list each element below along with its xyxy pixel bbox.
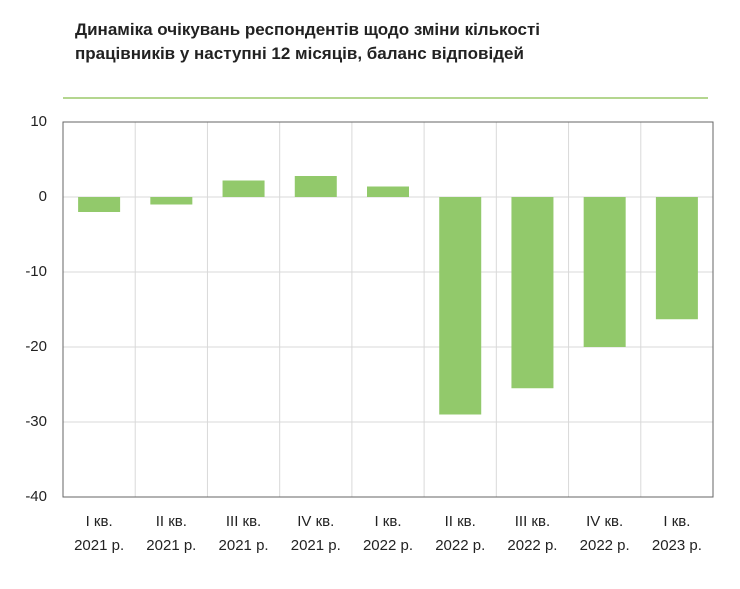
x-tick-label: III кв. — [226, 513, 261, 530]
x-tick-label: 2021 р. — [146, 537, 196, 554]
y-tick-label: 0 — [39, 188, 47, 205]
bar — [439, 197, 482, 415]
x-tick-label: I кв. — [86, 513, 113, 530]
x-tick-label: IV кв. — [297, 513, 334, 530]
y-tick-label: -30 — [25, 413, 47, 430]
x-tick-label: 2021 р. — [219, 537, 269, 554]
x-tick-label: II кв. — [445, 513, 476, 530]
bar — [511, 197, 554, 389]
bar — [583, 197, 626, 347]
x-tick-label: 2021 р. — [74, 537, 124, 554]
chart-title: Динаміка очікувань респондентів щодо змі… — [75, 20, 541, 63]
x-tick-label: 2022 р. — [435, 537, 485, 554]
bar — [655, 197, 698, 320]
x-tick-label: IV кв. — [586, 513, 623, 530]
x-tick-label: II кв. — [156, 513, 187, 530]
bar — [222, 180, 265, 197]
x-tick-label: 2021 р. — [291, 537, 341, 554]
bar — [294, 176, 337, 197]
y-tick-label: 10 — [30, 113, 47, 130]
x-tick-label: 2022 р. — [363, 537, 413, 554]
x-tick-label: 2022 р. — [507, 537, 557, 554]
bar — [367, 186, 409, 197]
x-tick-label: I кв. — [663, 513, 690, 530]
x-tick-label: I кв. — [374, 513, 401, 530]
y-tick-label: -40 — [25, 488, 47, 505]
y-tick-label: -20 — [25, 338, 47, 355]
bar — [78, 197, 121, 212]
plot-frame — [62, 121, 714, 498]
x-tick-label: 2023 р. — [652, 537, 702, 554]
x-tick-label: 2022 р. — [580, 537, 630, 554]
y-tick-label: -10 — [25, 263, 47, 280]
bar — [150, 197, 193, 205]
x-tick-label: III кв. — [515, 513, 550, 530]
